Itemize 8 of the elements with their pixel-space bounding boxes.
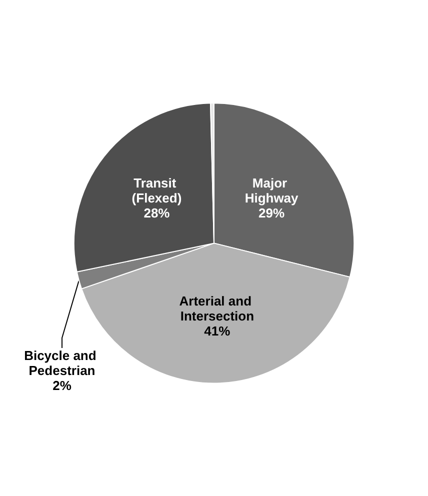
data-label: 29% [258, 206, 285, 221]
data-label: 28% [144, 205, 170, 220]
slice-label: Bicycle and Pedestrian [24, 348, 100, 378]
data-label: 41% [204, 324, 231, 339]
slice-label: Transit (Flexed) [132, 175, 182, 206]
slice-label: Major Highway [244, 176, 300, 206]
data-label: 2% [52, 378, 72, 393]
slice-label: Arterial and Intersection [179, 294, 256, 324]
